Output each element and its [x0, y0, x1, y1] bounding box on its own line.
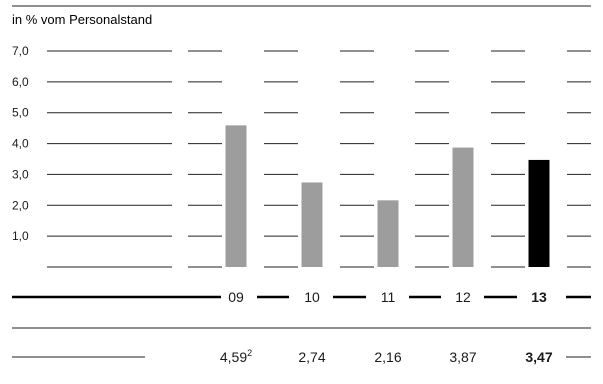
- category-label: 10: [304, 289, 320, 305]
- y-tick-label: 1,0: [12, 229, 29, 243]
- gridlines: 7,0 6,0 5,0 4,0 3,0 2,0 1,0: [12, 44, 591, 268]
- value-label: 2,74: [298, 349, 325, 365]
- value-row: 4,592 2,74 2,16 3,87 3,47: [12, 327, 591, 365]
- category-label: 09: [228, 289, 244, 305]
- chart-subtitle: in % vom Personalstand: [12, 12, 152, 27]
- y-tick-label: 4,0: [12, 137, 29, 151]
- bar: [452, 147, 474, 267]
- bar: [225, 125, 247, 267]
- y-tick-label: 7,0: [12, 44, 29, 58]
- y-tick-label: 6,0: [12, 75, 29, 89]
- bars: [225, 125, 550, 267]
- value-label: 3,87: [449, 349, 476, 365]
- category-label: 12: [455, 289, 471, 305]
- bar: [301, 182, 323, 267]
- category-label: 13: [531, 289, 547, 305]
- y-tick-label: 5,0: [12, 106, 29, 120]
- bar: [528, 159, 550, 267]
- value-label: 4,592: [220, 348, 252, 365]
- value-label: 2,16: [374, 349, 401, 365]
- bar: [377, 200, 399, 267]
- category-axis: 09 10 11 12 13: [12, 289, 591, 305]
- category-label: 11: [381, 289, 396, 305]
- y-tick-label: 2,0: [12, 198, 29, 212]
- y-tick-label: 3,0: [12, 167, 29, 181]
- value-label: 3,47: [525, 349, 552, 365]
